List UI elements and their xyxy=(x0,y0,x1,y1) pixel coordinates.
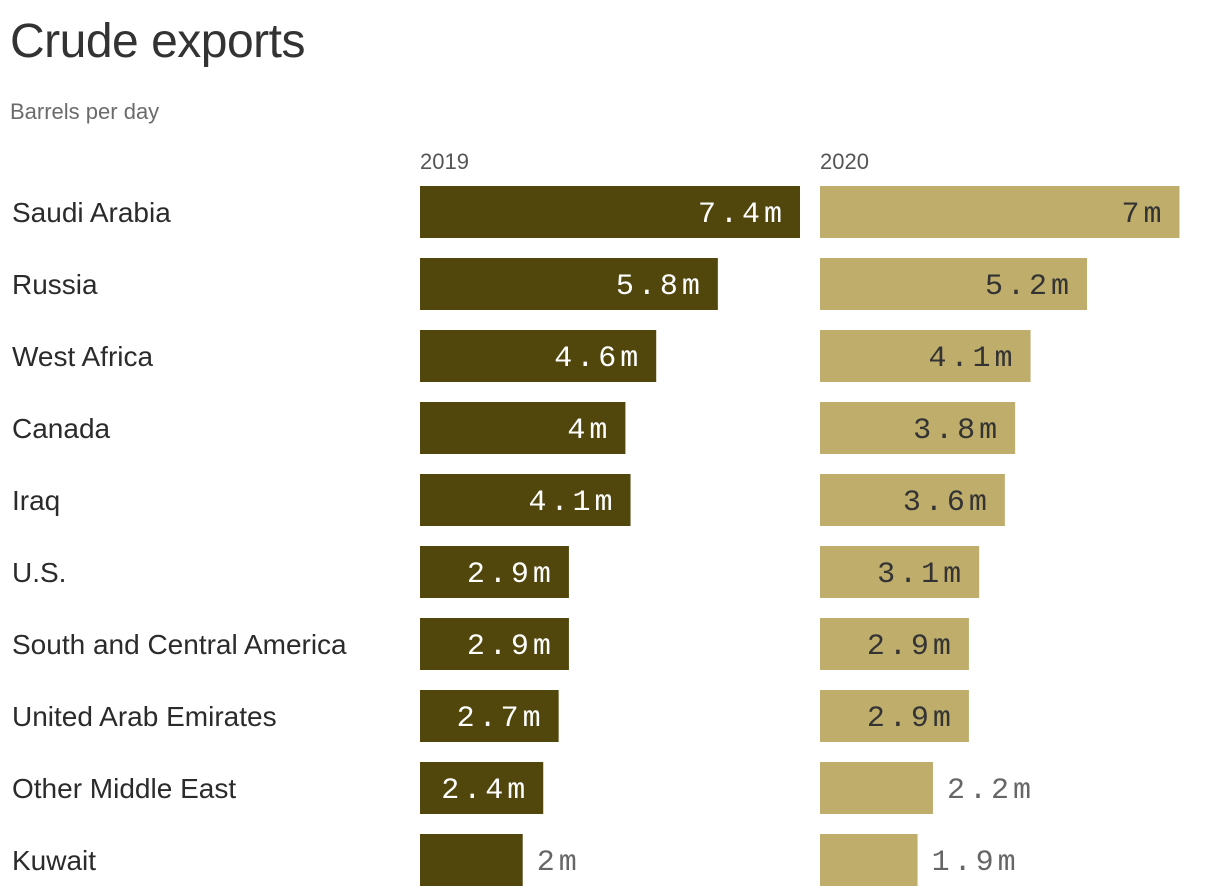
category-label: Canada xyxy=(12,413,111,444)
value-label-2019: 7.4m xyxy=(698,198,786,232)
bar-2020 xyxy=(820,330,1031,382)
bar-2020 xyxy=(820,546,980,598)
value-label-2019: 2.9m xyxy=(467,630,555,664)
category-label: Saudi Arabia xyxy=(12,197,171,228)
category-label: Other Middle East xyxy=(12,773,236,804)
value-label-2019: 4.1m xyxy=(529,486,617,520)
bar-2020 xyxy=(820,186,1180,238)
chart-title: Crude exports xyxy=(10,15,305,68)
chart-subtitle: Barrels per day xyxy=(10,99,160,124)
bar-2019 xyxy=(420,690,559,742)
bar-2019 xyxy=(420,402,626,454)
value-label-2020: 3.8m xyxy=(913,414,1001,448)
category-label: Russia xyxy=(12,269,98,300)
category-label: West Africa xyxy=(12,341,154,372)
value-label-2020: 2.9m xyxy=(867,702,955,736)
bar-2020 xyxy=(820,762,933,814)
bar-2020 xyxy=(820,834,918,886)
category-label: Iraq xyxy=(12,485,60,516)
value-label-2020: 2.9m xyxy=(867,630,955,664)
value-label-2020: 7m xyxy=(1121,198,1165,232)
bar-2019 xyxy=(420,618,569,670)
bar-2019 xyxy=(420,186,800,238)
category-label: Kuwait xyxy=(12,845,96,876)
value-label-2019: 4.6m xyxy=(554,342,642,376)
value-label-2020: 3.6m xyxy=(903,486,991,520)
value-label-2019: 2.4m xyxy=(441,774,529,808)
category-label: United Arab Emirates xyxy=(12,701,277,732)
value-label-2020: 3.1m xyxy=(877,558,965,592)
category-label: U.S. xyxy=(12,557,66,588)
bar-2020 xyxy=(820,258,1088,310)
bar-2020 xyxy=(820,690,969,742)
value-label-2019: 2.9m xyxy=(467,558,555,592)
bar-2019 xyxy=(420,834,523,886)
bar-2019 xyxy=(420,258,718,310)
value-label-2020: 2.2m xyxy=(947,774,1035,808)
category-label: South and Central America xyxy=(12,629,347,660)
bar-2020 xyxy=(820,618,969,670)
column-header-2019: 2019 xyxy=(420,149,469,174)
value-label-2019: 2.7m xyxy=(457,702,545,736)
value-label-2020: 5.2m xyxy=(985,270,1073,304)
bar-2019 xyxy=(420,330,657,382)
bar-2020 xyxy=(820,474,1005,526)
value-label-2019: 2m xyxy=(537,846,581,880)
bar-2019 xyxy=(420,474,631,526)
bar-2019 xyxy=(420,762,544,814)
value-label-2020: 4.1m xyxy=(929,342,1017,376)
bar-2019 xyxy=(420,546,569,598)
column-header-2020: 2020 xyxy=(820,149,869,174)
value-label-2020: 1.9m xyxy=(932,846,1020,880)
value-label-2019: 4m xyxy=(567,414,611,448)
bar-2020 xyxy=(820,402,1016,454)
value-label-2019: 5.8m xyxy=(616,270,704,304)
